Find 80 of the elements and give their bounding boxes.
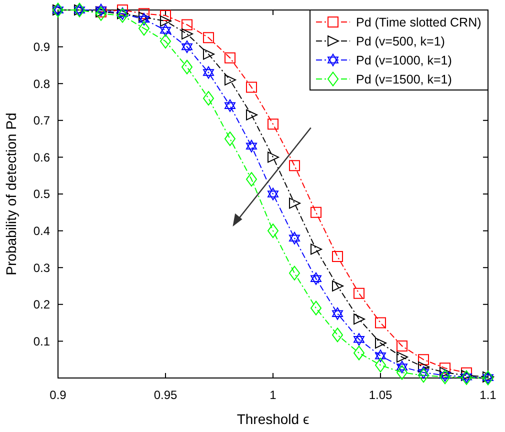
point [440, 362, 450, 374]
legend-label: Pd (v=1000, k=1) [356, 53, 452, 68]
y-tick-label: 0.9 [33, 40, 50, 54]
x-tick-label: 1.05 [368, 388, 392, 402]
point [268, 224, 278, 238]
point [354, 314, 365, 325]
point [332, 307, 343, 320]
point [396, 340, 408, 352]
point [375, 317, 386, 328]
y-tick-label: 0.1 [33, 334, 50, 348]
point [375, 338, 386, 349]
point [246, 140, 257, 152]
x-tick-label: 1 [270, 388, 277, 402]
point [418, 366, 429, 379]
point [375, 358, 386, 372]
point [246, 109, 258, 120]
point [289, 266, 300, 280]
point [182, 19, 192, 30]
point [375, 350, 386, 362]
legend-label: Pd (v=500, k=1) [356, 34, 445, 48]
point [160, 34, 171, 49]
y-tick-label: 0.4 [33, 224, 50, 238]
point [418, 368, 429, 383]
point [268, 188, 278, 200]
point [268, 118, 278, 130]
y-tick-label: 0.6 [33, 150, 50, 164]
point [289, 232, 300, 244]
y-tick-label: 0.8 [33, 76, 50, 91]
point [396, 352, 408, 363]
point [138, 21, 150, 36]
point [160, 16, 172, 27]
point [396, 360, 408, 374]
point [224, 99, 236, 112]
point [310, 206, 322, 218]
point [182, 40, 192, 54]
y-tick-label: 0.2 [33, 298, 50, 312]
y-axis-title: Probability of detection Pd [3, 112, 19, 276]
point [418, 354, 429, 366]
x-axis-title: Threshold ϵ [236, 411, 310, 427]
x-tick-label: 0.9 [50, 388, 67, 402]
point [246, 82, 257, 93]
point [224, 132, 236, 146]
point [354, 346, 364, 360]
y-tick-label: 0.7 [33, 114, 50, 128]
point [224, 74, 236, 86]
point [96, 6, 106, 21]
point [117, 8, 128, 23]
x-tick-label: 0.95 [154, 388, 178, 402]
point [203, 32, 214, 44]
point [268, 152, 279, 163]
point [440, 369, 450, 382]
point [354, 333, 364, 346]
point [138, 12, 150, 23]
legend-label: Pd (Time slotted CRN) [356, 15, 482, 30]
point [310, 300, 322, 316]
y-tick-label: 0.3 [33, 260, 50, 275]
point [396, 365, 408, 380]
point [203, 48, 214, 60]
point [203, 66, 214, 79]
point [246, 172, 257, 187]
point [289, 160, 300, 172]
legend-label: Pd (v=1500, k=1) [356, 72, 452, 86]
point [289, 198, 300, 209]
point [310, 244, 322, 255]
point [332, 328, 343, 342]
point [332, 251, 343, 262]
point [160, 24, 171, 36]
point [461, 370, 472, 381]
point [310, 272, 322, 285]
point [182, 28, 193, 40]
point [332, 280, 344, 292]
point [203, 91, 214, 106]
point [224, 52, 236, 64]
point [354, 288, 364, 299]
point [138, 8, 150, 20]
x-tick-label: 1.1 [480, 388, 497, 402]
y-tick-label: 0.5 [33, 187, 50, 202]
point [96, 4, 106, 16]
point [418, 361, 430, 372]
point [182, 60, 192, 74]
